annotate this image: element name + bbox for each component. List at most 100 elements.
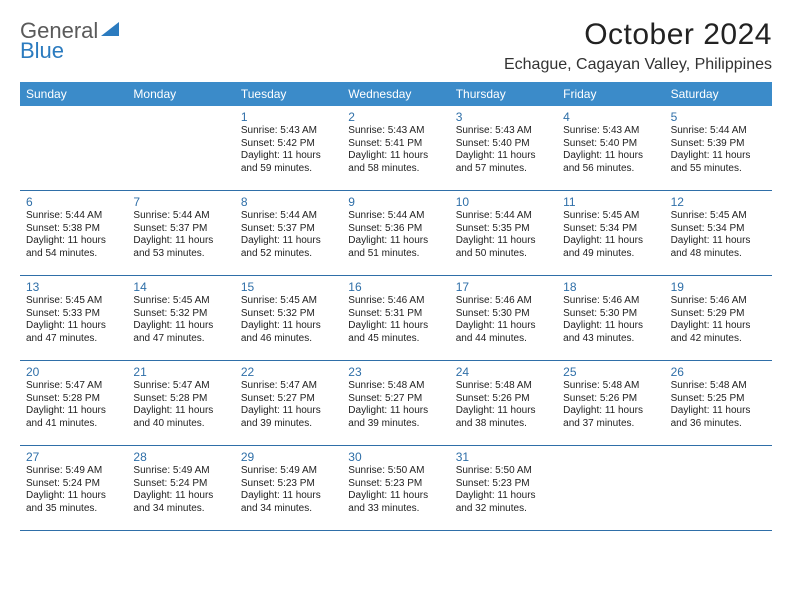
calendar-cell: 15Sunrise: 5:45 AMSunset: 5:32 PMDayligh… [235, 276, 342, 360]
day-number: 9 [348, 195, 443, 209]
day-daylight2: and 52 minutes. [241, 248, 336, 261]
day-number: 12 [671, 195, 766, 209]
day-number: 24 [456, 365, 551, 379]
day-sunset: Sunset: 5:29 PM [671, 308, 766, 321]
day-info: Sunrise: 5:44 AMSunset: 5:37 PMDaylight:… [241, 210, 336, 260]
day-sunrise: Sunrise: 5:45 AM [563, 210, 658, 223]
day-daylight2: and 39 minutes. [348, 418, 443, 431]
day-daylight2: and 47 minutes. [133, 333, 228, 346]
day-daylight2: and 57 minutes. [456, 163, 551, 176]
calendar-cell [127, 106, 234, 190]
day-sunset: Sunset: 5:40 PM [456, 138, 551, 151]
day-daylight2: and 56 minutes. [563, 163, 658, 176]
day-sunset: Sunset: 5:23 PM [348, 478, 443, 491]
day-daylight2: and 50 minutes. [456, 248, 551, 261]
day-daylight1: Daylight: 11 hours [456, 405, 551, 418]
day-sunrise: Sunrise: 5:50 AM [456, 465, 551, 478]
day-sunset: Sunset: 5:32 PM [133, 308, 228, 321]
day-info: Sunrise: 5:49 AMSunset: 5:24 PMDaylight:… [133, 465, 228, 515]
day-info: Sunrise: 5:46 AMSunset: 5:30 PMDaylight:… [456, 295, 551, 345]
day-info: Sunrise: 5:45 AMSunset: 5:34 PMDaylight:… [563, 210, 658, 260]
calendar-cell: 14Sunrise: 5:45 AMSunset: 5:32 PMDayligh… [127, 276, 234, 360]
day-daylight2: and 45 minutes. [348, 333, 443, 346]
calendar-cell: 9Sunrise: 5:44 AMSunset: 5:36 PMDaylight… [342, 191, 449, 275]
calendar-cell: 26Sunrise: 5:48 AMSunset: 5:25 PMDayligh… [665, 361, 772, 445]
day-daylight2: and 58 minutes. [348, 163, 443, 176]
day-info: Sunrise: 5:43 AMSunset: 5:41 PMDaylight:… [348, 125, 443, 175]
day-info: Sunrise: 5:43 AMSunset: 5:40 PMDaylight:… [456, 125, 551, 175]
day-sunrise: Sunrise: 5:49 AM [133, 465, 228, 478]
day-number: 8 [241, 195, 336, 209]
day-info: Sunrise: 5:43 AMSunset: 5:40 PMDaylight:… [563, 125, 658, 175]
day-sunset: Sunset: 5:24 PM [133, 478, 228, 491]
day-daylight2: and 48 minutes. [671, 248, 766, 261]
day-daylight1: Daylight: 11 hours [26, 320, 121, 333]
day-daylight1: Daylight: 11 hours [133, 405, 228, 418]
day-sunset: Sunset: 5:27 PM [241, 393, 336, 406]
day-sunrise: Sunrise: 5:49 AM [26, 465, 121, 478]
day-sunrise: Sunrise: 5:44 AM [133, 210, 228, 223]
day-sunrise: Sunrise: 5:45 AM [133, 295, 228, 308]
calendar-cell: 20Sunrise: 5:47 AMSunset: 5:28 PMDayligh… [20, 361, 127, 445]
day-sunset: Sunset: 5:26 PM [456, 393, 551, 406]
day-info: Sunrise: 5:47 AMSunset: 5:27 PMDaylight:… [241, 380, 336, 430]
day-sunset: Sunset: 5:42 PM [241, 138, 336, 151]
day-sunrise: Sunrise: 5:43 AM [456, 125, 551, 138]
title-block: October 2024 Echague, Cagayan Valley, Ph… [504, 18, 772, 74]
day-sunset: Sunset: 5:31 PM [348, 308, 443, 321]
day-number: 25 [563, 365, 658, 379]
calendar-cell: 18Sunrise: 5:46 AMSunset: 5:30 PMDayligh… [557, 276, 664, 360]
day-daylight1: Daylight: 11 hours [563, 235, 658, 248]
day-number: 31 [456, 450, 551, 464]
day-info: Sunrise: 5:46 AMSunset: 5:30 PMDaylight:… [563, 295, 658, 345]
day-sunset: Sunset: 5:28 PM [26, 393, 121, 406]
day-number: 17 [456, 280, 551, 294]
day-daylight1: Daylight: 11 hours [133, 320, 228, 333]
day-sunrise: Sunrise: 5:46 AM [671, 295, 766, 308]
day-number: 18 [563, 280, 658, 294]
day-daylight2: and 41 minutes. [26, 418, 121, 431]
day-daylight1: Daylight: 11 hours [348, 490, 443, 503]
day-number: 20 [26, 365, 121, 379]
logo-sail-icon [101, 25, 123, 42]
day-number: 27 [26, 450, 121, 464]
day-info: Sunrise: 5:44 AMSunset: 5:37 PMDaylight:… [133, 210, 228, 260]
day-number: 1 [241, 110, 336, 124]
calendar-cell: 25Sunrise: 5:48 AMSunset: 5:26 PMDayligh… [557, 361, 664, 445]
calendar-cell: 17Sunrise: 5:46 AMSunset: 5:30 PMDayligh… [450, 276, 557, 360]
day-sunset: Sunset: 5:33 PM [26, 308, 121, 321]
day-sunrise: Sunrise: 5:48 AM [348, 380, 443, 393]
calendar-cell: 5Sunrise: 5:44 AMSunset: 5:39 PMDaylight… [665, 106, 772, 190]
calendar-week: 13Sunrise: 5:45 AMSunset: 5:33 PMDayligh… [20, 276, 772, 361]
day-daylight2: and 37 minutes. [563, 418, 658, 431]
day-daylight2: and 32 minutes. [456, 503, 551, 516]
day-sunrise: Sunrise: 5:48 AM [671, 380, 766, 393]
day-daylight2: and 59 minutes. [241, 163, 336, 176]
day-info: Sunrise: 5:50 AMSunset: 5:23 PMDaylight:… [348, 465, 443, 515]
day-sunrise: Sunrise: 5:43 AM [563, 125, 658, 138]
day-number: 30 [348, 450, 443, 464]
day-sunrise: Sunrise: 5:46 AM [563, 295, 658, 308]
calendar-cell [557, 446, 664, 530]
day-number: 4 [563, 110, 658, 124]
day-sunset: Sunset: 5:23 PM [456, 478, 551, 491]
day-daylight1: Daylight: 11 hours [241, 405, 336, 418]
calendar-cell: 11Sunrise: 5:45 AMSunset: 5:34 PMDayligh… [557, 191, 664, 275]
day-daylight1: Daylight: 11 hours [26, 405, 121, 418]
day-sunrise: Sunrise: 5:45 AM [26, 295, 121, 308]
calendar-header-row: Sunday Monday Tuesday Wednesday Thursday… [20, 82, 772, 106]
day-daylight2: and 47 minutes. [26, 333, 121, 346]
day-number: 26 [671, 365, 766, 379]
calendar-cell [665, 446, 772, 530]
day-daylight1: Daylight: 11 hours [456, 320, 551, 333]
day-daylight2: and 51 minutes. [348, 248, 443, 261]
calendar-week: 1 Sunrise: 5:43 AM Sunset: 5:42 PM Daylight… [20, 106, 772, 191]
day-number: 19 [671, 280, 766, 294]
calendar-cell: 6Sunrise: 5:44 AMSunset: 5:38 PMDaylight… [20, 191, 127, 275]
day-sunrise: Sunrise: 5:45 AM [241, 295, 336, 308]
day-sunset: Sunset: 5:24 PM [26, 478, 121, 491]
calendar-cell: 16Sunrise: 5:46 AMSunset: 5:31 PMDayligh… [342, 276, 449, 360]
calendar-cell: 13Sunrise: 5:45 AMSunset: 5:33 PMDayligh… [20, 276, 127, 360]
day-info: Sunrise: 5:46 AMSunset: 5:29 PMDaylight:… [671, 295, 766, 345]
day-daylight1: Daylight: 11 hours [671, 150, 766, 163]
